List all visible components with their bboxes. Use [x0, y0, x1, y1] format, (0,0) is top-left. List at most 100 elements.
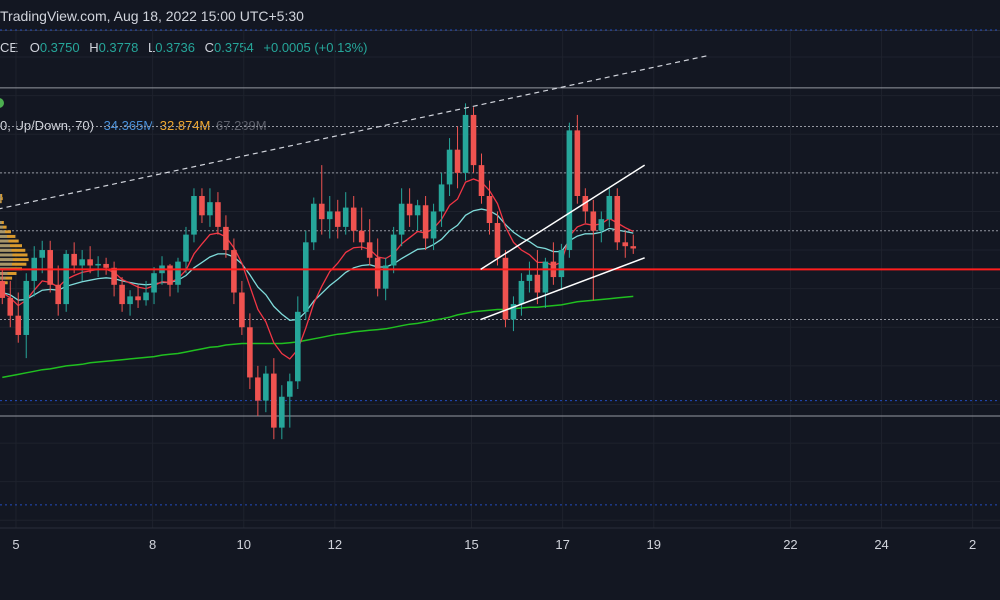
x-tick-label: 10 — [237, 537, 251, 552]
candle-body — [334, 211, 341, 227]
candle-body — [310, 203, 317, 243]
candle-body — [318, 203, 325, 220]
volume-profile-bar-down — [0, 194, 3, 197]
candle-body — [342, 207, 349, 227]
watermark-text: TradingView.com, Aug 18, 2022 15:00 UTC+… — [0, 8, 304, 24]
candle-body — [582, 196, 589, 212]
candle-body — [0, 280, 6, 298]
volume-profile-bar-up — [0, 225, 3, 229]
volume-profile-bar-down — [0, 262, 27, 266]
volume-profile-bar-down — [0, 253, 28, 257]
candle-body — [358, 230, 365, 243]
candle-body — [71, 253, 77, 266]
volume-profile-bar-down — [0, 271, 17, 275]
volume-profile-legend: 0, Up/Down, 70) 34.365M 32.874M 67.239M — [0, 118, 267, 133]
candle-body — [23, 280, 30, 335]
candle-body — [510, 304, 517, 320]
volume-profile-bar-down — [0, 276, 13, 280]
volume-profile-bar-up — [0, 200, 1, 204]
candle-body — [462, 114, 469, 173]
x-tick-label: 5 — [12, 537, 19, 552]
volume-profile-bar-up — [0, 239, 9, 243]
candle-body — [350, 207, 357, 231]
symbol-fragment: CE — [0, 40, 19, 55]
candle-body — [47, 250, 53, 285]
ema-mid-line — [2, 208, 634, 321]
candle-body — [422, 205, 429, 239]
volume-profile-bar-up — [0, 262, 12, 266]
candle-body — [39, 250, 46, 258]
volume-profile-bar-up — [0, 221, 2, 225]
candle-body — [87, 259, 93, 266]
volume-profile-bar-down — [0, 200, 2, 204]
candle-body — [574, 130, 581, 196]
candle-body — [598, 219, 605, 231]
channel-lower-line — [480, 257, 645, 321]
x-tick-label: 8 — [149, 537, 156, 552]
ema-long-line — [2, 295, 634, 379]
volume-profile-bar-up — [0, 230, 5, 234]
candle-body — [279, 396, 285, 428]
candle-body — [558, 250, 565, 278]
candle-body — [263, 373, 269, 401]
volume-profile-bar-down — [0, 258, 29, 262]
candle-body — [223, 226, 229, 251]
close-label: C — [204, 40, 214, 55]
candle-body — [470, 114, 477, 166]
x-tick-label: 22 — [783, 537, 797, 552]
candle-body — [382, 265, 389, 289]
candle-body — [111, 267, 117, 285]
volume-profile-bar-up — [0, 194, 1, 197]
volume-profile-bar-down — [0, 221, 4, 225]
candle-body — [414, 205, 421, 216]
candle-body — [207, 202, 213, 216]
candle-body — [622, 242, 629, 247]
candle-body — [95, 263, 101, 266]
candle-body — [534, 274, 541, 293]
candle-body — [478, 165, 485, 196]
candle-body — [191, 196, 197, 235]
candle-body — [119, 284, 125, 305]
candle-body — [143, 292, 149, 301]
candle-body — [103, 263, 109, 268]
candle-body — [398, 203, 405, 235]
candle-body — [183, 234, 189, 262]
volume-profile-bar-down — [0, 239, 19, 243]
volume-profile-bar-up — [0, 248, 12, 252]
x-tick-label: 12 — [328, 537, 342, 552]
change-value: +0.0005 (+0.13%) — [263, 40, 368, 55]
candle-body — [630, 246, 637, 249]
candle-body — [390, 234, 397, 266]
low-value: 0.3736 — [155, 40, 195, 55]
volume-profile-bar-up — [0, 258, 13, 262]
candle-body — [287, 381, 293, 397]
candle-body — [239, 292, 245, 328]
candle-body — [446, 149, 453, 185]
candle-body — [127, 296, 133, 305]
candle-body — [606, 196, 613, 220]
candle-body — [247, 327, 253, 378]
volume-profile-bar-up — [0, 197, 2, 201]
high-label: H — [89, 40, 99, 55]
candle-body — [55, 284, 61, 305]
candle-body — [79, 259, 85, 266]
candle-body — [486, 196, 493, 224]
high-value: 0.3778 — [98, 40, 139, 55]
candle-body — [175, 261, 181, 285]
x-tick-label: 15 — [464, 537, 478, 552]
channel-upper-line — [480, 164, 646, 270]
volume-profile-bar-up — [0, 271, 8, 275]
candle-body — [215, 202, 221, 227]
candle-body — [295, 311, 301, 382]
volume-profile-bar-down — [0, 248, 26, 252]
x-tick-label: 24 — [874, 537, 888, 552]
candle-body — [590, 211, 597, 231]
candle-body — [502, 257, 509, 320]
candle-body — [231, 250, 237, 293]
candle-body — [526, 274, 533, 281]
candle-body — [494, 223, 501, 258]
candle-body — [430, 211, 437, 239]
candle-body — [542, 261, 549, 293]
candle-body — [566, 130, 573, 251]
